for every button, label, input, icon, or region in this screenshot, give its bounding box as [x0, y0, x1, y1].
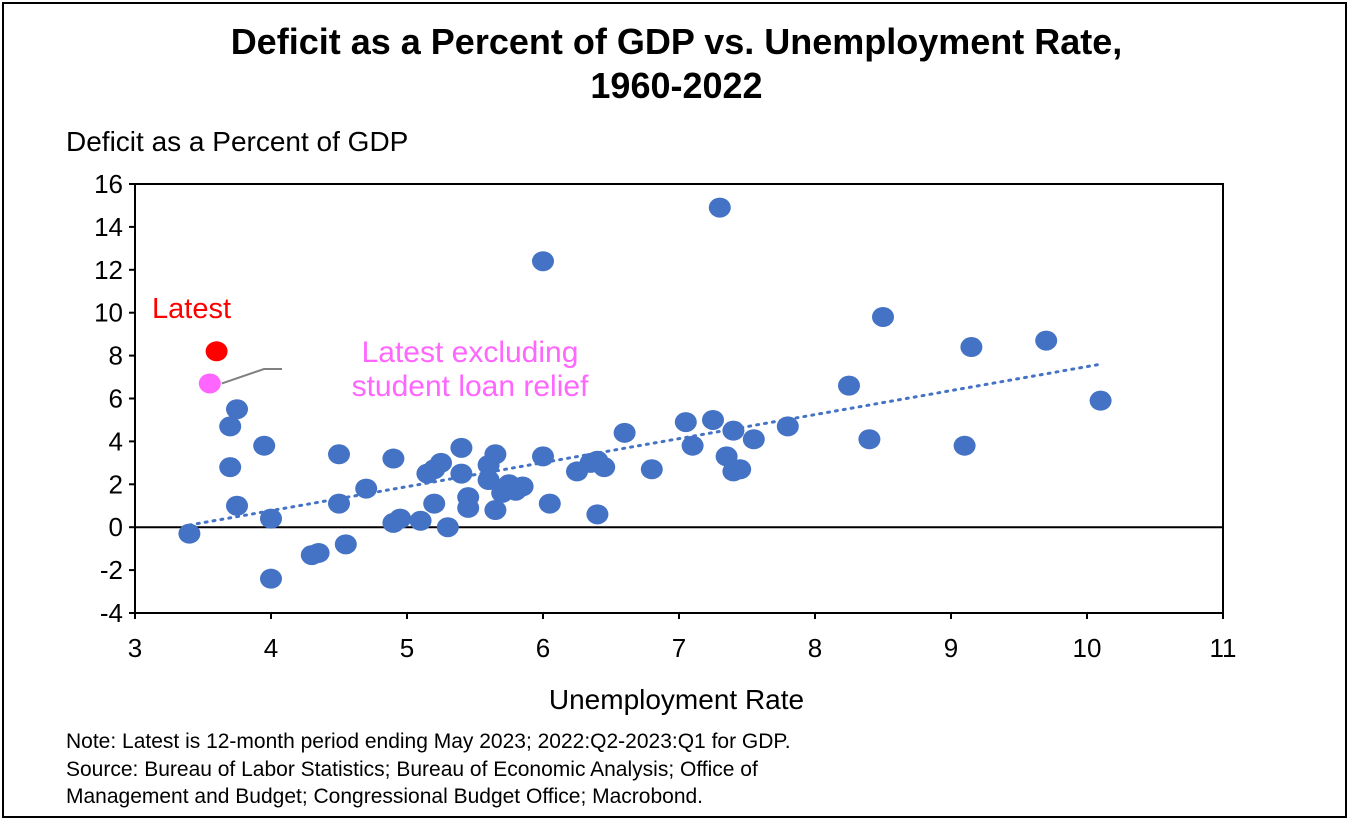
- latest-excluding-point: [198, 373, 221, 394]
- data-point: [430, 452, 452, 473]
- note-line-1: Note: Latest is 12-month period ending M…: [66, 730, 791, 753]
- chart-title-line-1: Deficit as a Percent of GDP vs. Unemploy…: [230, 21, 1123, 62]
- latest-annotation: Latest: [152, 293, 231, 325]
- data-point: [1089, 390, 1112, 411]
- data-point: [838, 375, 860, 396]
- y-tick-label: 10: [94, 298, 123, 328]
- data-point: [742, 429, 765, 450]
- data-point: [450, 437, 473, 458]
- data-point: [776, 416, 799, 437]
- data-point: [253, 435, 276, 456]
- x-tick-label: 10: [1073, 633, 1102, 663]
- data-point: [715, 446, 738, 467]
- data-point: [260, 568, 282, 589]
- data-point: [328, 493, 350, 514]
- latest-excluding-annotation-line-1: Latest excluding: [362, 336, 579, 369]
- data-point: [260, 508, 282, 529]
- data-point: [593, 457, 616, 478]
- y-tick-label: 6: [109, 384, 123, 414]
- data-point: [178, 523, 201, 544]
- x-tick-label: 8: [808, 633, 822, 663]
- data-point: [355, 478, 378, 499]
- data-point: [328, 444, 350, 465]
- annotation-leader-line: [221, 368, 282, 385]
- y-tick-label: 4: [109, 426, 123, 456]
- y-tick-label: 16: [94, 169, 123, 199]
- source-line-1: Source: Bureau of Labor Statistics; Bure…: [66, 758, 758, 781]
- y-tick-label: 12: [94, 255, 123, 285]
- y-tick-label: -4: [100, 598, 123, 628]
- data-point: [858, 429, 881, 450]
- y-tick-label: 8: [109, 341, 123, 371]
- data-point: [457, 487, 480, 508]
- x-tick-label: 7: [672, 633, 686, 663]
- data-point: [219, 457, 242, 478]
- data-point: [307, 542, 330, 563]
- data-point: [436, 517, 459, 538]
- data-point: [613, 422, 636, 443]
- data-point: [1035, 330, 1058, 351]
- y-axis-label: Deficit as a Percent of GDP: [66, 126, 409, 157]
- y-tick-label: 0: [109, 512, 123, 542]
- x-tick-label: 4: [264, 633, 278, 663]
- data-point: [484, 444, 507, 465]
- latest-excluding-annotation-line-2: student loan relief: [352, 370, 589, 403]
- x-axis-label: Unemployment Rate: [548, 684, 805, 715]
- y-tick-label: 14: [94, 212, 123, 242]
- latest-point: [205, 341, 228, 362]
- data-point: [729, 459, 752, 480]
- data-point: [226, 495, 248, 516]
- data-point: [586, 504, 609, 525]
- x-tick-label: 3: [128, 633, 142, 663]
- data-point: [511, 476, 534, 497]
- data-point: [681, 435, 704, 456]
- data-point: [226, 399, 248, 420]
- data-point: [484, 500, 507, 521]
- data-point: [409, 510, 432, 531]
- data-point: [538, 493, 561, 514]
- data-point: [953, 435, 976, 456]
- data-point: [872, 306, 894, 327]
- chart-title-line-2: 1960-2022: [590, 65, 763, 106]
- data-point: [450, 463, 473, 484]
- data-point: [334, 534, 357, 555]
- source-line-2: Management and Budget; Congressional Bud…: [66, 785, 704, 808]
- data-point: [674, 412, 697, 433]
- y-tick-label: 2: [109, 469, 123, 499]
- data-point: [708, 197, 731, 218]
- x-tick-label: 6: [536, 633, 550, 663]
- x-tick-label: 11: [1210, 633, 1237, 663]
- data-point: [423, 493, 446, 514]
- data-point: [382, 448, 405, 469]
- x-tick-label: 5: [400, 633, 414, 663]
- data-point: [960, 337, 983, 358]
- x-tick-label: 9: [944, 633, 958, 663]
- data-point: [532, 251, 554, 272]
- data-point: [722, 420, 745, 441]
- data-point: [532, 446, 554, 467]
- data-point: [640, 459, 663, 480]
- y-tick-label: -2: [100, 555, 123, 585]
- data-point: [702, 409, 724, 430]
- data-point: [477, 470, 500, 491]
- data-point: [389, 508, 412, 529]
- data-point: [219, 416, 242, 437]
- plot-area: [134, 183, 1224, 614]
